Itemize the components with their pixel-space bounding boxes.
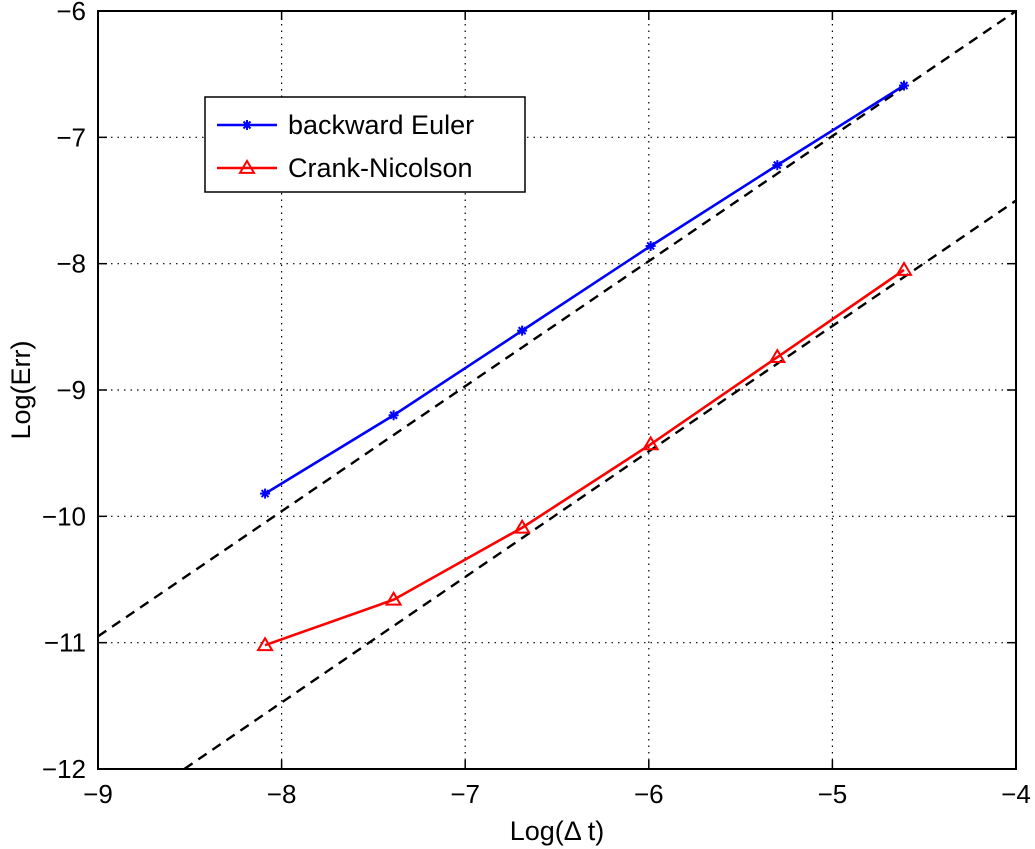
x-tick-label: −5	[818, 779, 848, 809]
y-tick-label: −12	[42, 754, 86, 784]
x-tick-label: −7	[450, 779, 480, 809]
y-tick-label: −7	[56, 122, 86, 152]
x-tick-label: −6	[634, 779, 664, 809]
series-line-crank-nicolson	[264, 268, 905, 647]
data-point	[384, 590, 403, 606]
data-point	[772, 160, 783, 171]
axis-ticks	[97, 10, 1017, 770]
y-tick-label: −10	[42, 501, 86, 531]
y-tick-label: −8	[56, 249, 86, 279]
data-point	[513, 518, 531, 534]
data-point	[768, 348, 787, 364]
y-tick-label: −9	[56, 375, 86, 405]
data-point	[641, 435, 660, 451]
data-point	[388, 410, 399, 421]
x-axis-label: Log(Δ t)	[510, 816, 605, 846]
legend-marker	[238, 159, 256, 174]
x-tick-label: −4	[1001, 779, 1031, 809]
reference-slope-line	[98, 11, 1016, 638]
data-point	[899, 80, 910, 91]
y-tick-label: −11	[44, 628, 86, 658]
legend-label: backward Euler	[288, 110, 474, 140]
reference-slope-line	[183, 199, 1016, 769]
data-point	[256, 636, 274, 652]
y-tick-labels: −12 −11 −10 −9 −8 −7 −6	[42, 0, 86, 784]
y-tick-label: −6	[56, 0, 86, 26]
grid-lines	[98, 11, 1016, 769]
legend-box	[204, 96, 526, 193]
reference-lines	[98, 11, 1016, 769]
data-point	[517, 325, 528, 336]
x-tick-labels: −9 −8 −7 −6 −5 −4	[83, 779, 1031, 809]
legend-marker	[242, 120, 252, 130]
y-axis-label: Log(Err)	[6, 340, 36, 439]
legend: backward Euler Crank-Nicolson	[204, 96, 526, 193]
series-lines	[256, 80, 913, 652]
x-tick-label: −9	[83, 779, 113, 809]
data-point	[895, 261, 913, 276]
legend-label: Crank-Nicolson	[288, 153, 473, 183]
series-line-backward-euler	[264, 84, 905, 495]
data-point	[260, 488, 271, 499]
data-point	[645, 240, 656, 251]
x-tick-label: −8	[267, 779, 297, 809]
